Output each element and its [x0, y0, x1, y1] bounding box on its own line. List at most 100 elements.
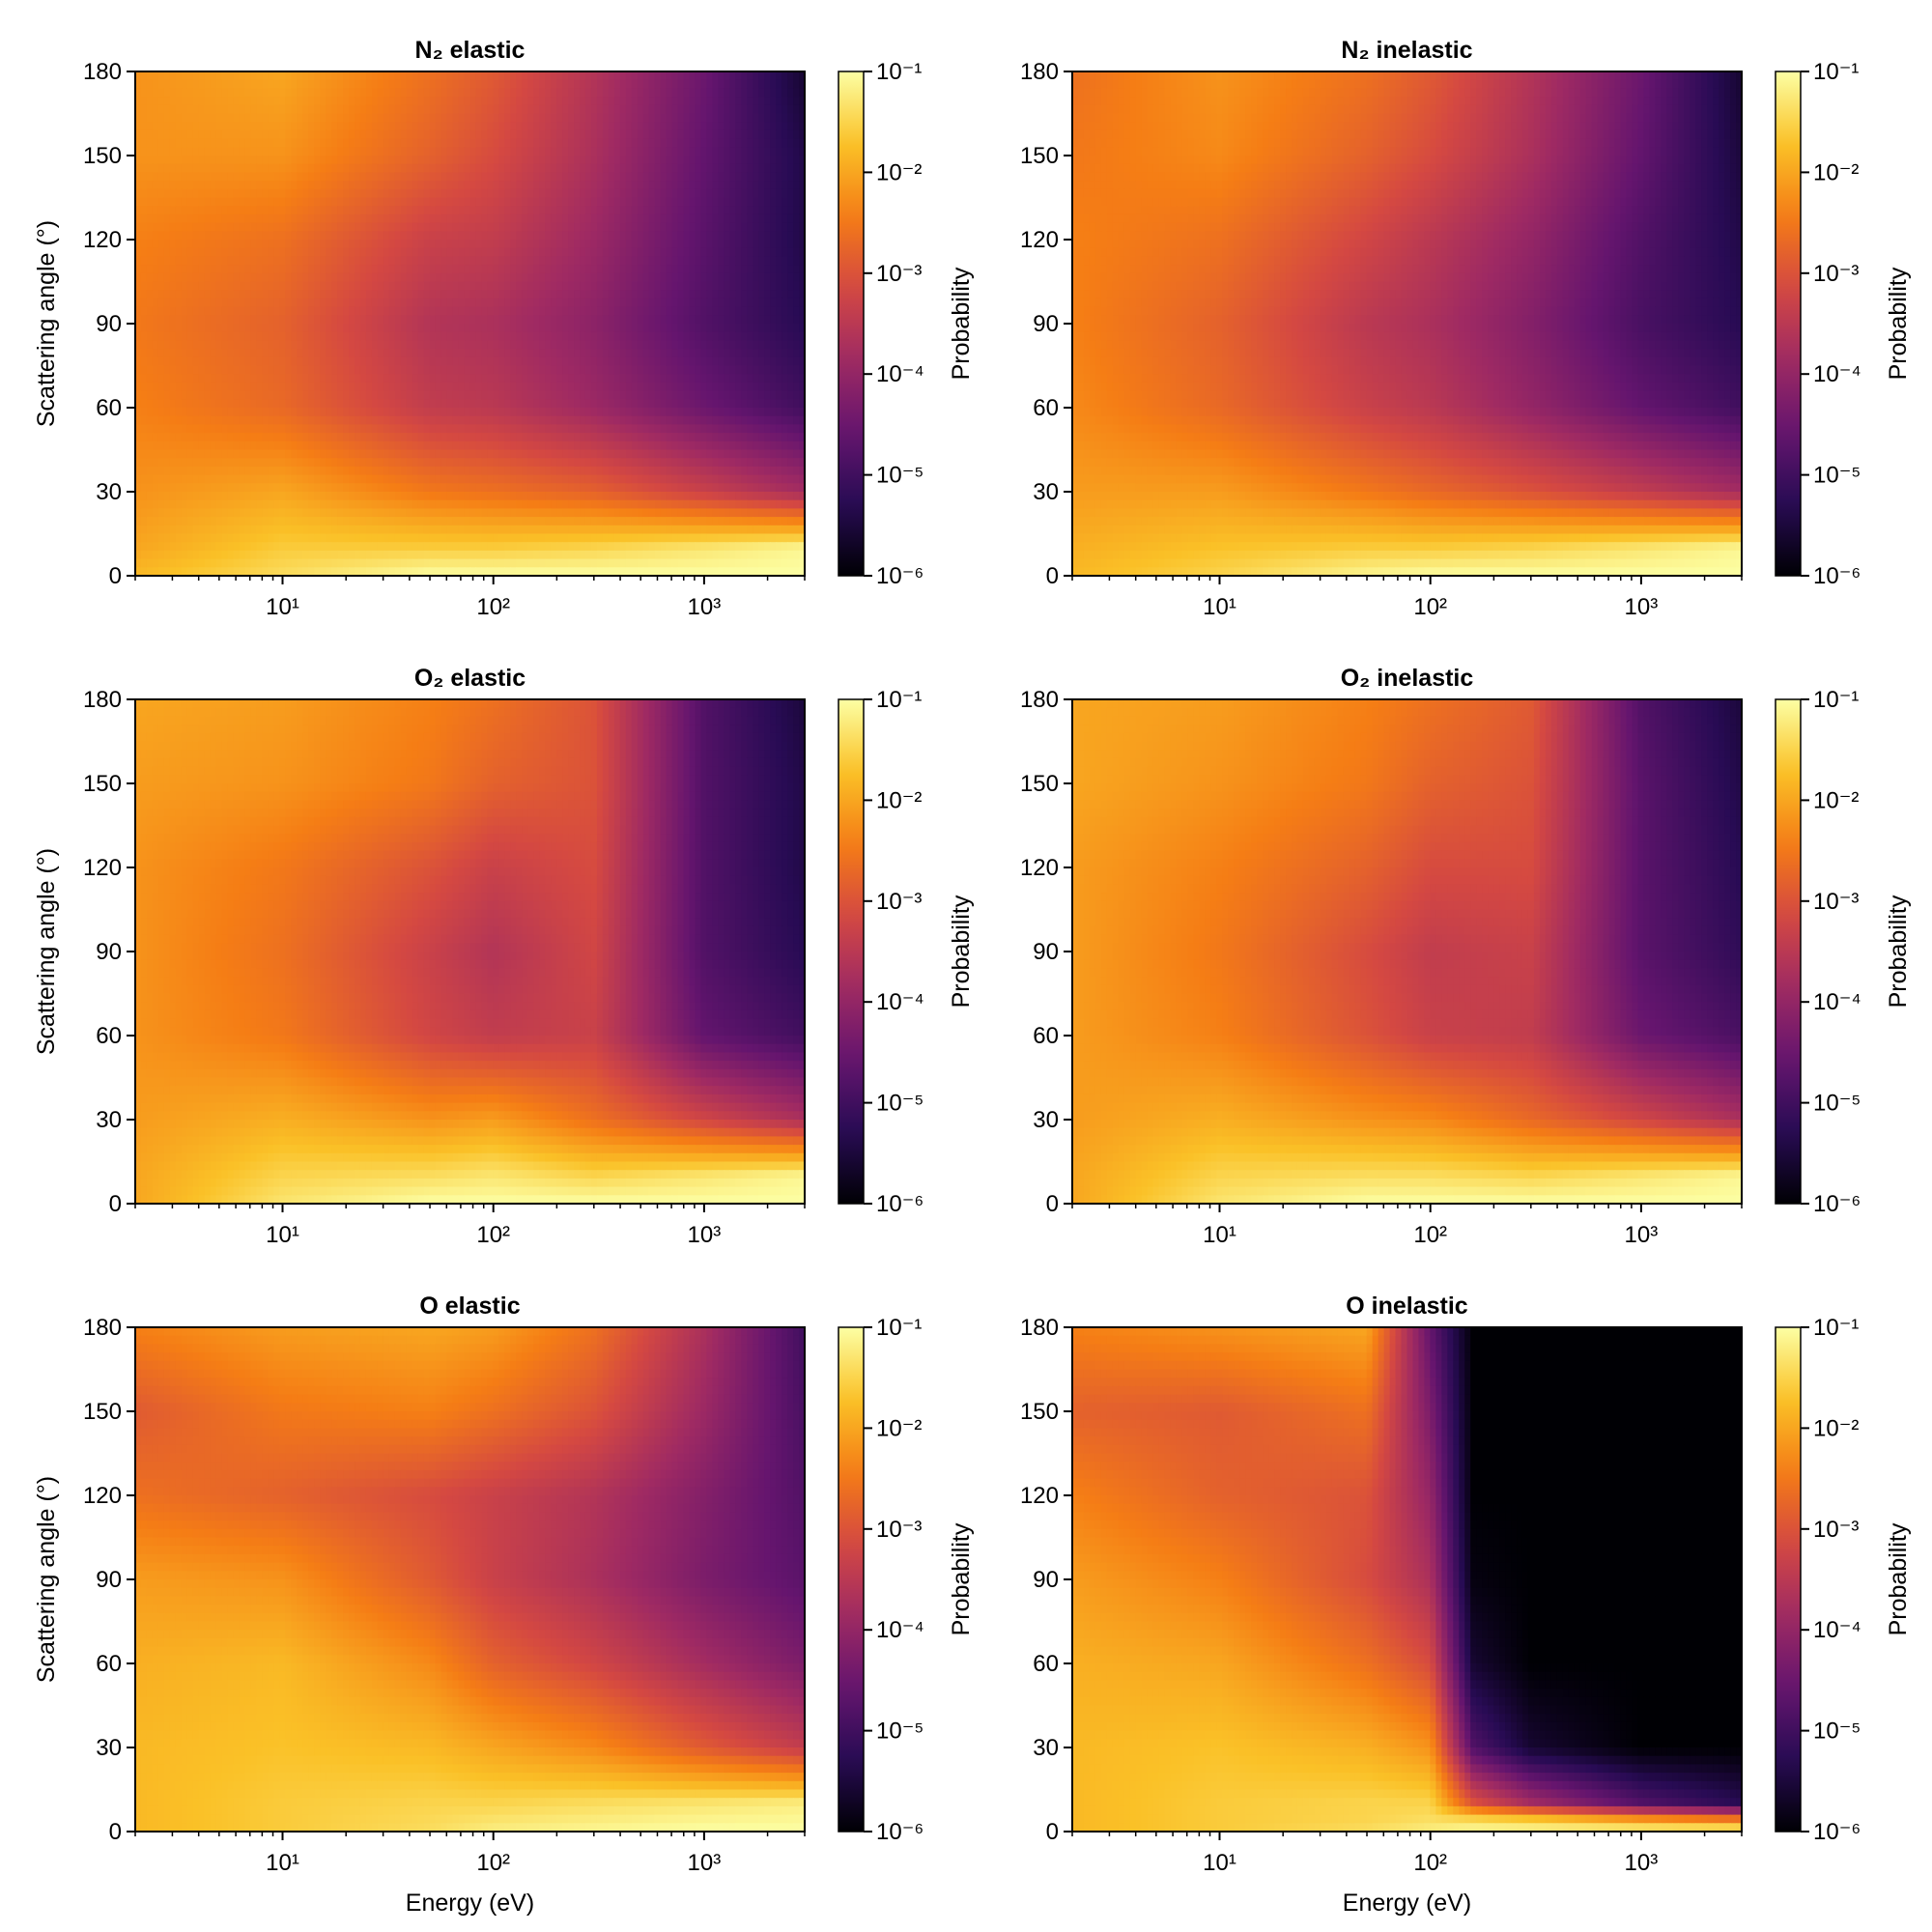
heatmap-cell: [326, 298, 332, 308]
heatmap-cell: [631, 222, 639, 232]
heatmap-cell: [545, 331, 552, 341]
heatmap-cell: [516, 290, 523, 299]
heatmap-cell: [706, 415, 714, 425]
heatmap-cell: [163, 222, 171, 232]
heatmap-cell: [297, 97, 303, 106]
heatmap-cell: [163, 272, 171, 283]
heatmap-cell: [146, 88, 154, 98]
heatmap-cell: [666, 129, 673, 140]
heatmap-cell: [533, 415, 540, 425]
heatmap-cell: [724, 415, 730, 425]
heatmap-cell: [446, 331, 454, 341]
heatmap-cell: [233, 315, 241, 325]
heatmap-cell: [683, 147, 691, 156]
heatmap-cell: [140, 97, 148, 106]
heatmap-cell: [764, 71, 771, 81]
heatmap-cell: [504, 374, 511, 384]
heatmap-cell: [695, 256, 702, 266]
heatmap-cell: [349, 163, 355, 173]
heatmap-cell: [388, 122, 396, 131]
heatmap-cell: [712, 88, 719, 98]
heatmap-cell: [498, 382, 505, 392]
heatmap-cell: [556, 424, 563, 434]
heatmap-cell: [157, 163, 165, 173]
heatmap-cell: [273, 382, 280, 392]
heatmap-cell: [186, 390, 194, 400]
heatmap-cell: [406, 247, 413, 257]
heatmap-cell: [377, 290, 384, 299]
heatmap-cell: [140, 324, 148, 333]
heatmap-cell: [747, 390, 753, 400]
heatmap-cell: [504, 281, 511, 291]
heatmap-cell: [326, 408, 332, 417]
heatmap-cell: [331, 390, 338, 400]
heatmap-cell: [273, 408, 280, 417]
heatmap-cell: [758, 197, 765, 207]
heatmap-cell: [250, 340, 258, 350]
heatmap-cell: [602, 340, 610, 350]
heatmap-cell: [458, 71, 466, 81]
heatmap-cell: [718, 172, 724, 182]
heatmap-cell: [349, 129, 355, 140]
heatmap-cell: [562, 340, 569, 350]
heatmap-cell: [642, 163, 650, 173]
heatmap-cell: [291, 122, 298, 131]
heatmap-cell: [273, 138, 280, 148]
heatmap-cell: [250, 382, 258, 392]
heatmap-cell: [204, 247, 212, 257]
heatmap-cell: [481, 306, 489, 316]
heatmap-cell: [244, 129, 252, 140]
heatmap-cell: [493, 122, 499, 131]
heatmap-cell: [383, 247, 390, 257]
heatmap-cell: [539, 206, 546, 215]
heatmap-cell: [539, 240, 546, 249]
heatmap-cell: [625, 315, 633, 325]
heatmap-cell: [498, 156, 505, 165]
heatmap-cell: [262, 181, 269, 190]
heatmap-cell: [337, 382, 344, 392]
heatmap-cell: [268, 298, 274, 308]
heatmap-cell: [157, 71, 165, 81]
heatmap-cell: [735, 231, 742, 241]
heatmap-cell: [314, 374, 321, 384]
heatmap-cell: [539, 256, 546, 266]
heatmap-cell: [562, 213, 569, 224]
heatmap-cell: [613, 88, 621, 98]
heatmap-cell: [227, 399, 235, 409]
heatmap-cell: [568, 71, 575, 81]
heatmap-cell: [475, 331, 483, 341]
heatmap-cell: [787, 240, 794, 249]
heatmap-cell: [574, 390, 581, 400]
heatmap-cell: [233, 156, 241, 165]
heatmap-cell: [602, 172, 610, 182]
heatmap-cell: [452, 122, 460, 131]
heatmap-cell: [268, 365, 274, 375]
heatmap-cell: [770, 197, 777, 207]
heatmap-cell: [152, 222, 159, 232]
heatmap-cell: [458, 281, 466, 291]
heatmap-cell: [412, 172, 419, 182]
heatmap-cell: [291, 324, 298, 333]
heatmap-cell: [331, 138, 338, 148]
heatmap-cell: [435, 206, 442, 215]
heatmap-cell: [314, 97, 321, 106]
heatmap-cell: [556, 390, 563, 400]
heatmap-cell: [388, 306, 396, 316]
heatmap-cell: [233, 147, 241, 156]
heatmap-cell: [631, 315, 639, 325]
heatmap-cell: [383, 172, 390, 182]
heatmap-cell: [440, 415, 448, 425]
heatmap-cell: [192, 306, 200, 316]
heatmap-cell: [735, 390, 742, 400]
heatmap-cell: [377, 71, 384, 81]
heatmap-cell: [481, 188, 489, 199]
heatmap-cell: [429, 213, 437, 224]
heatmap-cell: [619, 399, 627, 409]
heatmap-cell: [590, 415, 598, 425]
heatmap-cell: [799, 408, 806, 417]
heatmap-cell: [562, 324, 569, 333]
heatmap-cell: [169, 71, 177, 81]
heatmap-cell: [423, 272, 431, 283]
heatmap-cell: [527, 324, 534, 333]
heatmap-cell: [781, 424, 788, 434]
